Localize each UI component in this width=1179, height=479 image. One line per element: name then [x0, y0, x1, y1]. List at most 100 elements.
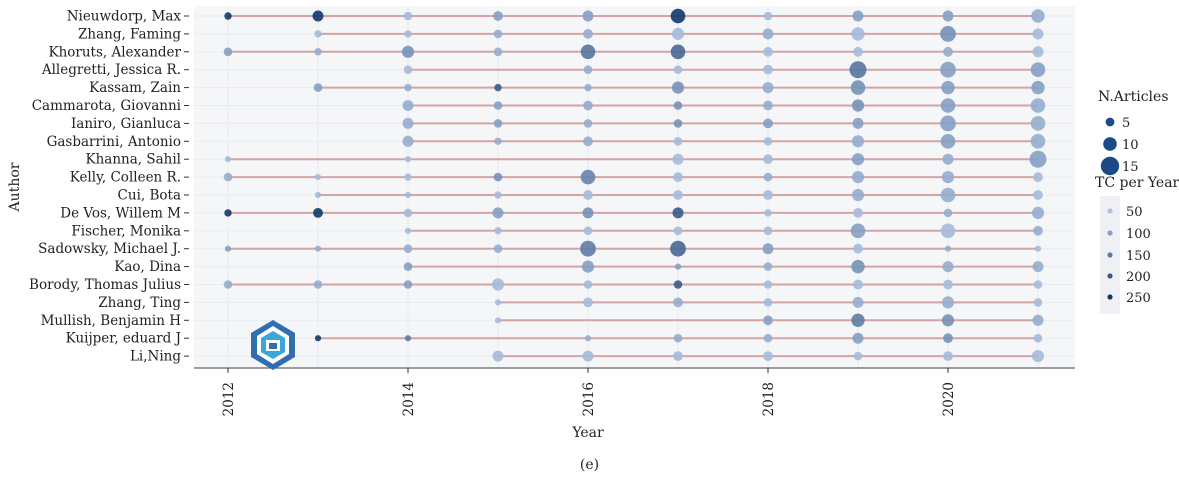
article-point: [312, 10, 324, 22]
legend-articles-title: N.Articles: [1098, 89, 1169, 105]
article-point: [763, 280, 773, 289]
article-point: [763, 64, 773, 75]
article-point: [851, 259, 865, 274]
article-point: [403, 280, 413, 289]
article-point: [853, 279, 863, 290]
article-point: [674, 263, 682, 270]
x-axis-ticks: 2012 2014 2016 2018 2020: [221, 368, 957, 416]
article-point: [1030, 116, 1046, 131]
article-point: [404, 83, 412, 92]
legend-articles-point: [1100, 156, 1120, 176]
author-row: Ianiro, Gianluca: [71, 115, 1046, 132]
article-point: [313, 280, 323, 289]
article-point: [941, 171, 955, 184]
plot-panel: [194, 6, 1075, 368]
article-point: [403, 65, 413, 74]
legend-tc-point: [1107, 252, 1113, 258]
article-point: [944, 245, 952, 252]
article-point: [1032, 28, 1044, 40]
author-row: Cui, Bota: [118, 188, 1043, 204]
article-point: [314, 191, 322, 199]
article-point: [493, 101, 503, 110]
legend-tc-point: [1107, 230, 1113, 236]
article-point: [584, 83, 592, 92]
author-label: Mullish, Benjamin H: [41, 313, 182, 329]
article-point: [941, 80, 955, 95]
article-point: [494, 137, 502, 145]
article-point: [943, 333, 953, 344]
article-point: [670, 44, 686, 60]
article-point: [670, 8, 686, 24]
article-point: [849, 61, 867, 79]
article-point: [402, 100, 414, 111]
legend-tc-label: 150: [1126, 249, 1151, 264]
author-row: Allegretti, Jessica R.: [41, 61, 1046, 79]
article-point: [762, 82, 774, 94]
article-point: [314, 245, 322, 252]
article-point: [494, 299, 502, 306]
author-row: Kuijper, eduard J: [66, 331, 1043, 347]
article-point: [1033, 298, 1043, 307]
article-point: [763, 315, 773, 326]
x-tick-label: 2016: [581, 382, 597, 416]
x-tick-label: 2014: [401, 382, 417, 416]
article-point: [850, 223, 866, 239]
author-label: Gasbarrini, Antonio: [47, 134, 181, 150]
article-point: [1033, 190, 1043, 200]
author-label: Kelly, Colleen R.: [70, 170, 181, 186]
article-point: [582, 10, 594, 22]
article-point: [224, 12, 232, 20]
publisher-logo: [251, 320, 295, 370]
article-point: [1033, 333, 1043, 343]
author-label: Khoruts, Alexander: [49, 44, 182, 60]
article-point: [313, 208, 323, 218]
legend-articles-label: 5: [1122, 116, 1130, 131]
article-point: [763, 351, 773, 361]
article-point: [580, 240, 596, 257]
article-point: [671, 81, 685, 94]
article-point: [223, 47, 233, 57]
article-point: [403, 11, 413, 21]
article-point: [492, 350, 504, 362]
article-point: [763, 333, 773, 343]
author-row: Fischer, Monika: [71, 223, 1043, 239]
article-point: [1031, 9, 1045, 23]
legend-tc-label: 200: [1126, 270, 1151, 285]
article-point: [402, 117, 414, 129]
article-point: [852, 10, 864, 22]
author-row: Gasbarrini, Antonio: [47, 134, 1046, 150]
article-point: [493, 244, 503, 253]
article-point: [943, 279, 953, 290]
article-point: [492, 207, 504, 219]
article-point: [404, 191, 412, 199]
article-point: [763, 118, 773, 129]
article-point: [672, 207, 684, 219]
author-label: Zhang, Faming: [78, 26, 181, 42]
article-point: [763, 100, 773, 111]
article-point: [851, 153, 865, 166]
article-point: [851, 27, 865, 41]
article-point: [763, 172, 773, 182]
article-point: [762, 28, 774, 40]
author-row: Zhang, Ting: [98, 295, 1043, 311]
article-point: [763, 46, 773, 57]
article-point: [583, 100, 593, 111]
legend-articles: N.Articles 5 10 15: [1098, 89, 1169, 176]
author-label: Li,Ning: [130, 349, 181, 365]
article-point: [670, 240, 686, 257]
article-point: [1031, 350, 1045, 363]
article-point: [583, 297, 593, 308]
article-point: [1032, 46, 1044, 58]
article-point: [401, 45, 415, 58]
article-point: [942, 10, 954, 22]
author-row: Khoruts, Alexander: [49, 44, 1044, 60]
article-point: [851, 171, 865, 184]
legend-tc-point: [1107, 294, 1113, 300]
author-label: Allegretti, Jessica R.: [41, 62, 181, 78]
article-point: [940, 223, 956, 239]
article-point: [493, 47, 503, 57]
author-row: Borody, Thomas Julius: [29, 277, 1043, 293]
legend-tc-point: [1107, 208, 1113, 214]
article-point: [582, 207, 594, 219]
article-point: [940, 26, 956, 42]
